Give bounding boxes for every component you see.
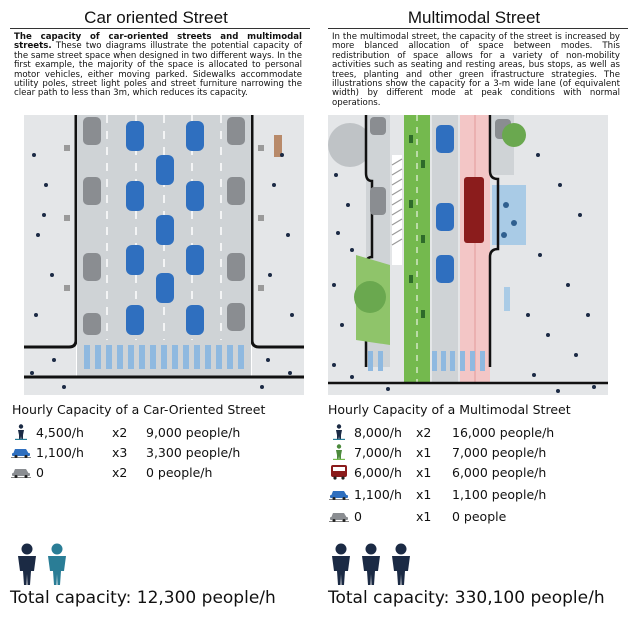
capacity-value: 7,000/h bbox=[354, 444, 402, 460]
car-oriented-description: The capacity of car-oriented streets and… bbox=[14, 32, 302, 99]
description-body: These two diagrams illustrate the potent… bbox=[14, 41, 302, 99]
person-icon bbox=[18, 543, 36, 585]
capacity-value: 1,100/h bbox=[36, 444, 84, 460]
lane-multiplier: x2 bbox=[112, 464, 128, 480]
car-icon bbox=[10, 443, 32, 461]
car-lane bbox=[432, 115, 458, 383]
multimodal-title: Multimodal Street bbox=[407, 8, 541, 27]
person-icon bbox=[392, 543, 410, 585]
capacity-total: 0 people bbox=[452, 508, 507, 524]
capacity-total: 1,100 people/h bbox=[452, 486, 547, 502]
multimodal-column: Multimodal Street In the multimodal stre… bbox=[324, 0, 628, 619]
capacity-row-bus: 6,000/h x1 6,000 people/h bbox=[324, 462, 624, 482]
buffer-hatch bbox=[391, 158, 403, 246]
left-sidewalk bbox=[24, 115, 76, 395]
capacity-row-parked: 0 x1 0 people bbox=[324, 506, 624, 526]
bench bbox=[504, 287, 510, 311]
people-figures bbox=[14, 543, 70, 585]
cyclist-icon bbox=[328, 443, 350, 461]
parked-cars bbox=[83, 117, 245, 335]
moving-cars bbox=[126, 121, 204, 335]
pedestrian-icon bbox=[328, 423, 350, 441]
capacity-row-cars: 1,100/h x3 3,300 people/h bbox=[6, 442, 306, 462]
person-icon bbox=[362, 543, 380, 585]
capacity-value: 8,000/h bbox=[354, 424, 402, 440]
capacity-value: 0 bbox=[36, 464, 44, 480]
right-curb bbox=[250, 115, 304, 349]
lane-multiplier: x2 bbox=[416, 424, 432, 440]
bus-icon bbox=[328, 463, 350, 481]
capacity-total: 0 people/h bbox=[146, 464, 213, 480]
pedestrian-icon bbox=[10, 423, 32, 441]
capacity-value: 0 bbox=[354, 508, 362, 524]
left-curb bbox=[24, 115, 78, 349]
street-furniture bbox=[64, 135, 282, 291]
crosswalk bbox=[368, 351, 485, 371]
capacity-total: 6,000 people/h bbox=[452, 464, 547, 480]
parked-cars bbox=[370, 117, 386, 215]
parked-car-icon bbox=[10, 463, 32, 481]
person-icon bbox=[332, 543, 350, 585]
capacity-row-cyclists: 7,000/h x1 7,000 people/h bbox=[324, 442, 624, 462]
bus bbox=[464, 177, 484, 243]
description-lead: The capacity of car-oriented streets and… bbox=[14, 32, 302, 52]
car-oriented-column: Car oriented Street The capacity of car-… bbox=[6, 0, 310, 619]
pedestrians bbox=[332, 153, 596, 393]
car-oriented-total-capacity: Total capacity: 12,300 people/h bbox=[10, 588, 276, 608]
title-divider bbox=[10, 28, 310, 29]
lane-multiplier: x2 bbox=[112, 424, 128, 440]
multimodal-street-illustration bbox=[328, 115, 608, 395]
person-icon bbox=[48, 543, 66, 585]
pedestrians bbox=[30, 153, 294, 389]
capacity-total: 9,000 people/h bbox=[146, 424, 241, 440]
capacity-value: 4,500/h bbox=[36, 424, 84, 440]
people-figures bbox=[328, 543, 414, 585]
capacity-row-pedestrians: 4,500/h x2 9,000 people/h bbox=[6, 422, 306, 442]
car-oriented-street-illustration bbox=[24, 115, 304, 395]
cyclists bbox=[409, 135, 425, 318]
multimodal-capacity-title: Hourly Capacity of a Multimodal Street bbox=[328, 402, 571, 417]
capacity-total: 16,000 people/h bbox=[452, 424, 555, 440]
car-icon bbox=[328, 485, 350, 503]
capacity-value: 1,100/h bbox=[354, 486, 402, 502]
cross-sidewalk bbox=[24, 377, 304, 395]
moving-cars bbox=[436, 125, 454, 283]
capacity-row-parked: 0 x2 0 people/h bbox=[6, 462, 306, 482]
lane-multiplier: x3 bbox=[112, 444, 128, 460]
crosswalk bbox=[84, 345, 244, 369]
capacity-row-cars: 1,100/h x1 1,100 people/h bbox=[324, 484, 624, 504]
parked-car-icon bbox=[328, 507, 350, 525]
multimodal-description: In the multimodal street, the capacity o… bbox=[332, 32, 620, 108]
capacity-total: 7,000 people/h bbox=[452, 444, 547, 460]
title-divider bbox=[328, 28, 628, 29]
lane-multiplier: x1 bbox=[416, 464, 432, 480]
car-oriented-title: Car oriented Street bbox=[84, 8, 228, 27]
car-oriented-capacity-title: Hourly Capacity of a Car-Oriented Street bbox=[12, 402, 266, 417]
lane-multiplier: x1 bbox=[416, 508, 432, 524]
tree-canopy bbox=[502, 123, 526, 147]
capacity-row-pedestrians: 8,000/h x2 16,000 people/h bbox=[324, 422, 624, 442]
lane-multiplier: x1 bbox=[416, 486, 432, 502]
lane-multiplier: x1 bbox=[416, 444, 432, 460]
multimodal-total-capacity: Total capacity: 330,100 people/h bbox=[328, 588, 605, 608]
tree-canopy bbox=[328, 123, 372, 167]
capacity-value: 6,000/h bbox=[354, 464, 402, 480]
capacity-total: 3,300 people/h bbox=[146, 444, 241, 460]
